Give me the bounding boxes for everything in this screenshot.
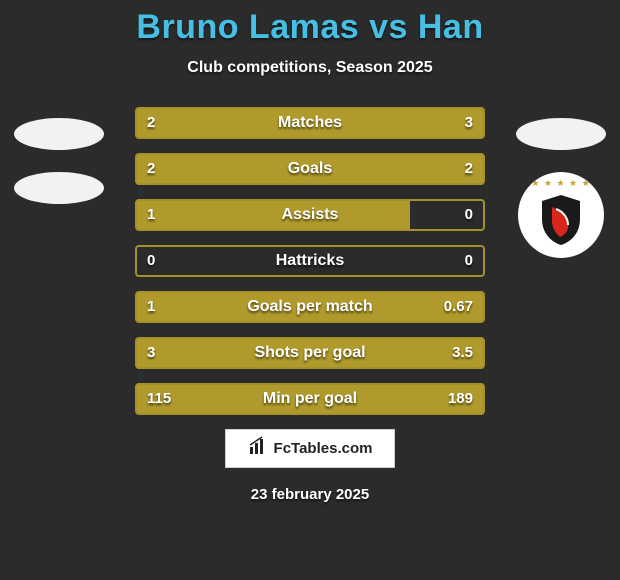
footer-date: 23 february 2025	[0, 486, 620, 503]
player-left-ellipse-1	[14, 118, 104, 150]
branding-box[interactable]: FcTables.com	[225, 429, 395, 468]
stat-value-right: 0	[465, 199, 473, 231]
branding-label: FcTables.com	[274, 440, 373, 457]
stat-row: 2Matches3	[135, 107, 485, 139]
stat-label: Hattricks	[135, 245, 485, 277]
stat-label: Goals	[135, 153, 485, 185]
stat-value-right: 189	[448, 383, 473, 415]
stat-value-right: 0.67	[444, 291, 473, 323]
stat-value-right: 2	[465, 153, 473, 185]
stat-label: Matches	[135, 107, 485, 139]
stat-row: 2Goals2	[135, 153, 485, 185]
stat-label: Shots per goal	[135, 337, 485, 369]
stat-value-right: 3.5	[452, 337, 473, 369]
club-right-logo: ★ ★ ★ ★ ★	[518, 172, 604, 258]
stat-value-right: 3	[465, 107, 473, 139]
stat-row: 115Min per goal189	[135, 383, 485, 415]
stat-label: Goals per match	[135, 291, 485, 323]
stat-row: 1Goals per match0.67	[135, 291, 485, 323]
stat-label: Assists	[135, 199, 485, 231]
stat-row: 3Shots per goal3.5	[135, 337, 485, 369]
stat-row: 1Assists0	[135, 199, 485, 231]
page-title: Bruno Lamas vs Han	[0, 0, 620, 47]
club-stars-icon: ★ ★ ★ ★ ★	[531, 178, 590, 189]
stat-value-right: 0	[465, 245, 473, 277]
club-shield-icon	[538, 193, 584, 247]
stat-label: Min per goal	[135, 383, 485, 415]
chart-icon	[248, 436, 268, 461]
stat-row: 0Hattricks0	[135, 245, 485, 277]
player-left-ellipse-2	[14, 172, 104, 204]
player-right-ellipse	[516, 118, 606, 150]
stat-bars: 2Matches32Goals21Assists00Hattricks01Goa…	[135, 107, 485, 415]
player-left-badges	[14, 118, 104, 226]
page-subtitle: Club competitions, Season 2025	[0, 59, 620, 77]
player-right-badges: ★ ★ ★ ★ ★	[516, 118, 606, 258]
